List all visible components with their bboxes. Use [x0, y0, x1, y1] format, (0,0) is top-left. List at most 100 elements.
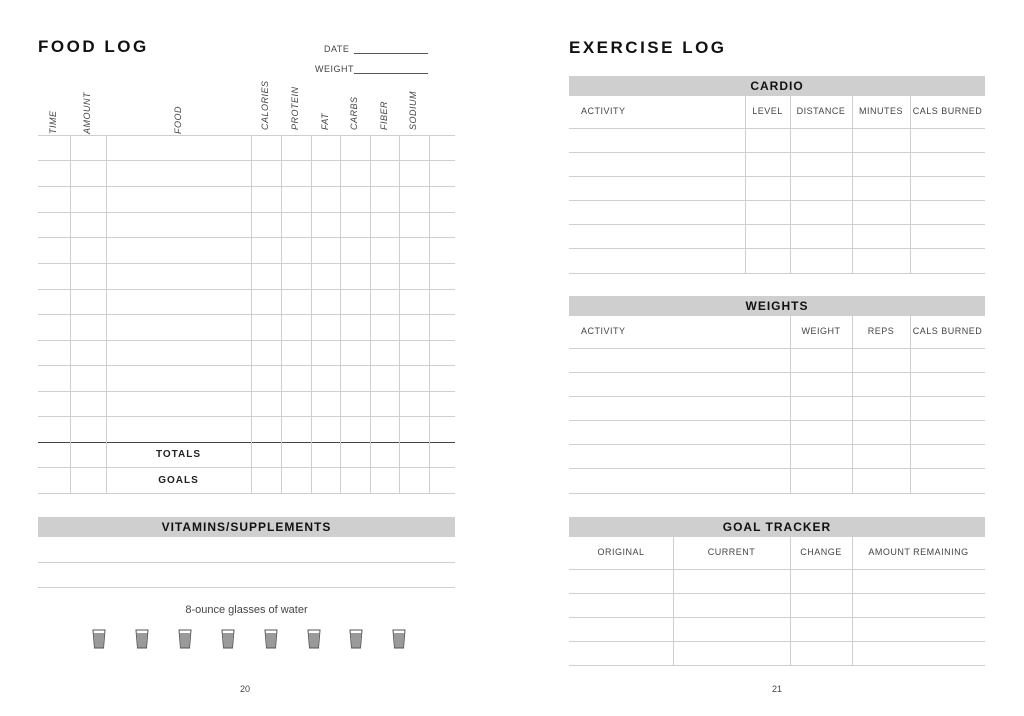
page-number-left: 20 — [240, 684, 251, 694]
food-column-header-sodium: SODIUM — [408, 91, 418, 130]
weights-row-line[interactable] — [569, 348, 985, 349]
food-column-header-amount: AMOUNT — [82, 92, 92, 134]
food-row-line[interactable] — [38, 314, 455, 315]
food-row-line[interactable] — [38, 391, 455, 392]
goal_tracker-column-header: CURRENT — [707, 547, 756, 557]
goal_tracker-column-header: AMOUNT REMAINING — [868, 547, 969, 557]
food-column-divider — [70, 135, 71, 493]
cardio-row-line[interactable] — [569, 273, 985, 274]
goal_tracker-column-header: ORIGINAL — [597, 547, 645, 557]
weights-row-line[interactable] — [569, 493, 985, 494]
food-row-line[interactable] — [38, 493, 455, 494]
water-glass-icon[interactable] — [307, 629, 321, 649]
water-glass-icon[interactable] — [221, 629, 235, 649]
food-column-header-fat: FAT — [319, 112, 330, 130]
water-glass-icon[interactable] — [349, 629, 363, 649]
food-column-header-carbs: CARBS — [349, 96, 359, 130]
food-column-divider — [281, 135, 282, 493]
date-field[interactable] — [354, 53, 428, 54]
food-row-line[interactable] — [38, 160, 455, 161]
goal_tracker-column-header: CHANGE — [800, 547, 842, 557]
cardio-column-header: DISTANCE — [796, 106, 846, 116]
food-column-header-fiber: FIBER — [378, 100, 389, 130]
water-glass-icon[interactable] — [392, 629, 406, 649]
vitamins-line[interactable] — [38, 587, 455, 588]
weights-row-line[interactable] — [569, 468, 985, 469]
food-column-header-protein: PROTEIN — [290, 86, 300, 130]
goal-tracker-header: GOAL TRACKER — [569, 517, 985, 537]
goal_tracker-row-line[interactable] — [569, 641, 985, 642]
goal_tracker-row-line[interactable] — [569, 569, 985, 570]
cardio-row-line[interactable] — [569, 248, 985, 249]
weights-row-line[interactable] — [569, 420, 985, 421]
cardio-column-header: ACTIVITY — [581, 106, 626, 116]
cardio-header: CARDIO — [569, 76, 985, 96]
water-glass-icon[interactable] — [264, 629, 278, 649]
food-row-line[interactable] — [38, 186, 455, 187]
goal_tracker-row-line[interactable] — [569, 617, 985, 618]
weights-column-divider — [790, 316, 791, 493]
food-column-header-calories: CALORIES — [260, 80, 270, 130]
weights-column-header: REPS — [867, 326, 895, 336]
cardio-row-line[interactable] — [569, 152, 985, 153]
food-column-divider — [399, 135, 400, 493]
food-column-divider — [251, 135, 252, 493]
vitamins-line[interactable] — [38, 562, 455, 563]
weight-field[interactable] — [354, 73, 428, 74]
weights-column-header: ACTIVITY — [581, 326, 626, 336]
food-row-line[interactable] — [38, 467, 455, 468]
goal_tracker-column-divider — [790, 537, 791, 665]
weights-row-line[interactable] — [569, 396, 985, 397]
cardio-row-line[interactable] — [569, 128, 985, 129]
cardio-column-divider — [852, 96, 853, 273]
vitamins-header: VITAMINS/SUPPLEMENTS — [38, 517, 455, 537]
food-row-line[interactable] — [38, 263, 455, 264]
food-row-line[interactable] — [38, 340, 455, 341]
food-column-header-food: FOOD — [172, 106, 183, 134]
cardio-row-line[interactable] — [569, 224, 985, 225]
weights-row-line[interactable] — [569, 444, 985, 445]
goal_tracker-column-divider — [852, 537, 853, 665]
cardio-column-header: MINUTES — [859, 106, 903, 116]
weights-column-divider — [910, 316, 911, 493]
exercise-log-title: EXERCISE LOG — [569, 38, 727, 57]
water-glass-icon[interactable] — [92, 629, 106, 649]
food-column-divider — [340, 135, 341, 493]
goal_tracker-row-line[interactable] — [569, 593, 985, 594]
food-row-line[interactable] — [38, 289, 455, 290]
food-column-header-time: TIME — [48, 110, 58, 135]
food-row-line[interactable] — [38, 442, 455, 443]
date-label: DATE — [324, 44, 350, 54]
weights-column-header: CALS BURNED — [912, 326, 983, 336]
weights-row-line[interactable] — [569, 372, 985, 373]
food-log-title: FOOD LOG — [38, 37, 149, 56]
water-label: 8-ounce glasses of water — [185, 604, 308, 616]
cardio-column-divider — [910, 96, 911, 273]
food-row-line[interactable] — [38, 365, 455, 366]
cardio-row-line[interactable] — [569, 200, 985, 201]
food-row-line[interactable] — [38, 416, 455, 417]
cardio-column-divider — [745, 96, 746, 273]
page-number-right: 21 — [772, 684, 783, 694]
food-row-line[interactable] — [38, 212, 455, 213]
cardio-column-header: LEVEL — [752, 106, 783, 116]
totals-label: TOTALS — [155, 449, 202, 460]
weight-label: WEIGHT — [315, 64, 354, 74]
goals-label: GOALS — [158, 475, 199, 486]
food-column-divider — [311, 135, 312, 493]
food-row-line — [38, 135, 455, 136]
goal_tracker-column-divider — [673, 537, 674, 665]
food-column-divider — [429, 135, 430, 493]
water-glass-icon[interactable] — [135, 629, 149, 649]
goal_tracker-row-line[interactable] — [569, 665, 985, 666]
weights-column-divider — [852, 316, 853, 493]
food-column-divider — [370, 135, 371, 493]
weights-header: WEIGHTS — [569, 296, 985, 316]
food-row-line[interactable] — [38, 237, 455, 238]
cardio-column-divider — [790, 96, 791, 273]
cardio-row-line[interactable] — [569, 176, 985, 177]
cardio-column-header: CALS BURNED — [912, 106, 983, 116]
water-glass-icon[interactable] — [178, 629, 192, 649]
food-column-divider — [106, 135, 107, 493]
